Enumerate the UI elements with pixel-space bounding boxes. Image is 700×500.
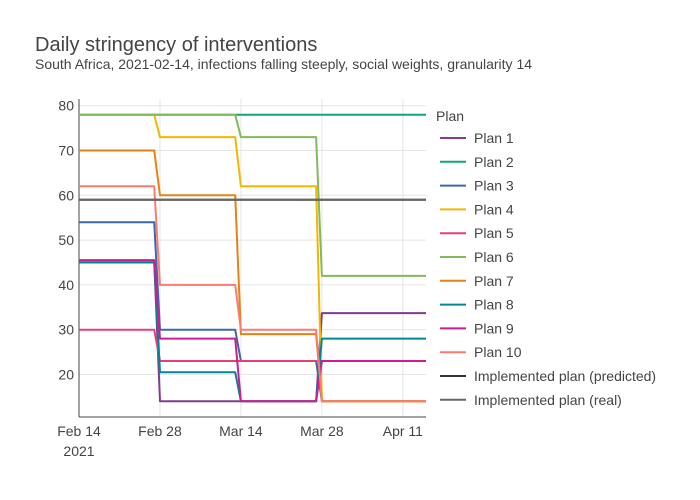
legend-item-plan-1: Plan 1 [474, 130, 514, 146]
series-lines [79, 113, 426, 403]
axes: 20 30 40 50 60 70 80 Feb 14 2021 Feb 28 Mar 14 Mar … [57, 98, 426, 459]
series-line-plan-6 [79, 113, 426, 277]
chart-subtitle: South Africa, 2021-02-14, infections fal… [35, 56, 532, 72]
series-line-plan-10 [79, 185, 426, 403]
y-tick-label: 80 [58, 98, 74, 114]
grid [78, 99, 426, 417]
legend-item-plan-10: Plan 10 [474, 344, 522, 360]
legend-item-plan-9: Plan 9 [474, 320, 514, 336]
y-tick-label: 20 [58, 366, 74, 382]
legend-item-plan-8: Plan 8 [474, 297, 514, 313]
series-line-plan-4 [79, 113, 426, 403]
legend-item-plan-6: Plan 6 [474, 249, 514, 265]
y-tick-label: 70 [58, 143, 74, 159]
x-tick-label: Mar 14 [219, 423, 263, 439]
legend-item-plan-7: Plan 7 [474, 273, 514, 289]
y-tick-label: 40 [58, 277, 74, 293]
series-line-plan-1 [79, 259, 426, 403]
x-tick-sublabel: 2021 [63, 443, 94, 459]
y-tick-label: 60 [58, 187, 74, 203]
legend-item-plan-5: Plan 5 [474, 225, 514, 241]
x-tick-label: Mar 28 [300, 423, 344, 439]
series-line-plan-9 [79, 259, 426, 403]
legend-item-plan-2: Plan 2 [474, 154, 514, 170]
x-tick-label: Feb 14 [57, 423, 101, 439]
legend-title: Plan [436, 108, 464, 124]
y-tick-label: 30 [58, 322, 74, 338]
y-tick-label: 50 [58, 232, 74, 248]
series-line-plan-8 [79, 261, 426, 403]
legend-item-implemented-plan-predicted: Implemented plan (predicted) [474, 368, 656, 384]
legend-item-plan-4: Plan 4 [474, 201, 514, 217]
legend-item-plan-3: Plan 3 [474, 178, 514, 194]
legend: Plan Plan 1 Plan 2 Plan 3 Plan 4 Plan 5 Plan … [436, 108, 656, 408]
legend-item-implemented-plan-real: Implemented plan (real) [474, 392, 622, 408]
x-tick-label: Apr 11 [383, 423, 423, 439]
x-tick-label: Feb 28 [138, 423, 182, 439]
chart-title: Daily stringency of interventions [35, 34, 317, 56]
